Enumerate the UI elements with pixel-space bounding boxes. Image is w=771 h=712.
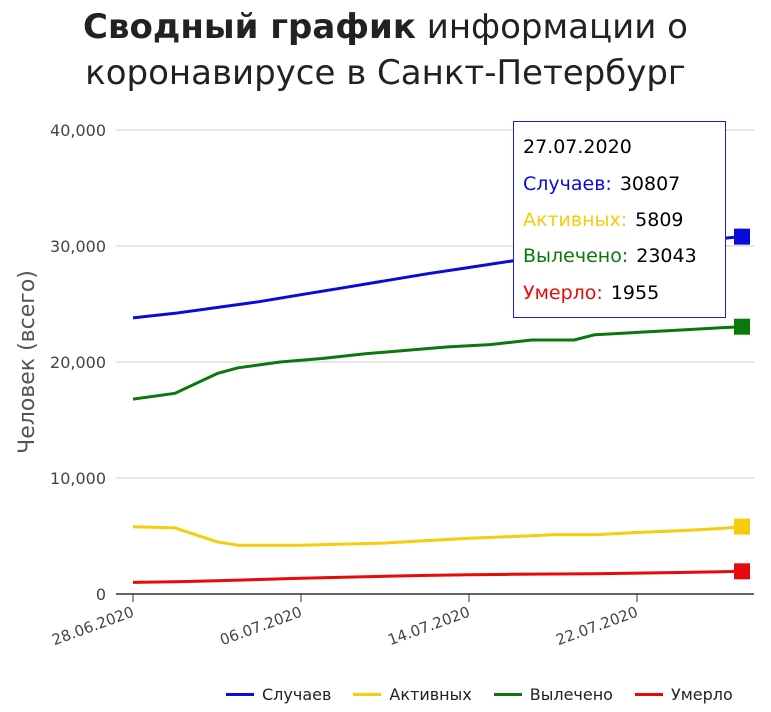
- y-tick-label: 40,000: [50, 121, 106, 140]
- legend-swatch: [353, 692, 382, 696]
- tooltip-value: 5809: [635, 209, 684, 231]
- legend-swatch: [226, 692, 254, 696]
- x-tick-label: 28.06.2020: [50, 603, 137, 649]
- series-line: [132, 325, 743, 401]
- legend-item-recovered[interactable]: Вылечено: [493, 684, 613, 704]
- legend-swatch: [493, 692, 522, 696]
- tooltip-value: 1955: [610, 282, 660, 304]
- legend-label: Активных: [389, 684, 472, 704]
- legend-label: Вылечено: [529, 684, 613, 704]
- chart-title: Сводный график информации о коронавирусе…: [0, 4, 771, 96]
- y-axis-label: Человек (всего): [15, 270, 40, 454]
- x-tick-label: 06.07.2020: [218, 603, 305, 649]
- series-line: [132, 525, 743, 547]
- tooltip: 27.07.2020 Случаев: 30807 Активных: 5809 В…: [513, 121, 726, 318]
- legend: Случаев Активных Вылечено Умерло: [226, 683, 755, 705]
- tooltip-value: 23043: [636, 245, 697, 267]
- series-end-marker: [734, 518, 750, 535]
- tooltip-row-recovered: Вылечено: 23043: [523, 245, 697, 267]
- chart-title-line2: коронавирусе в Санкт-Петербург: [85, 53, 686, 93]
- tooltip-label: Умерло:: [523, 282, 603, 304]
- legend-label: Случаев: [262, 684, 332, 704]
- x-tick-label: 14.07.2020: [386, 603, 473, 649]
- y-tick-label: 30,000: [50, 237, 106, 256]
- series-end-marker: [734, 563, 750, 580]
- y-tick-label: 0: [96, 585, 106, 604]
- chart-title-rest: информации о: [426, 7, 688, 47]
- y-tick-label: 20,000: [50, 353, 106, 372]
- legend-label: Умерло: [670, 684, 733, 704]
- x-tick-label: 22.07.2020: [554, 603, 641, 649]
- legend-swatch: [634, 692, 663, 696]
- series-end-marker: [734, 318, 750, 335]
- series-line: [132, 569, 743, 584]
- tooltip-row-deaths: Умерло: 1955: [523, 282, 659, 304]
- tooltip-row-cases: Случаев: 30807: [523, 173, 680, 195]
- tooltip-row-active: Активных: 5809: [523, 209, 684, 231]
- tooltip-value: 30807: [619, 173, 681, 195]
- series-end-marker: [734, 228, 750, 245]
- tooltip-label: Случаев:: [523, 173, 612, 195]
- legend-item-active[interactable]: Активных: [353, 684, 472, 704]
- tooltip-label: Активных:: [523, 209, 628, 231]
- legend-item-cases[interactable]: Случаев: [226, 685, 331, 704]
- chart-title-bold: Сводный график: [83, 7, 416, 47]
- legend-item-deaths[interactable]: Умерло: [634, 684, 733, 704]
- y-tick-label: 10,000: [50, 469, 106, 488]
- tooltip-date: 27.07.2020: [523, 136, 632, 158]
- tooltip-label: Вылечено:: [523, 245, 629, 267]
